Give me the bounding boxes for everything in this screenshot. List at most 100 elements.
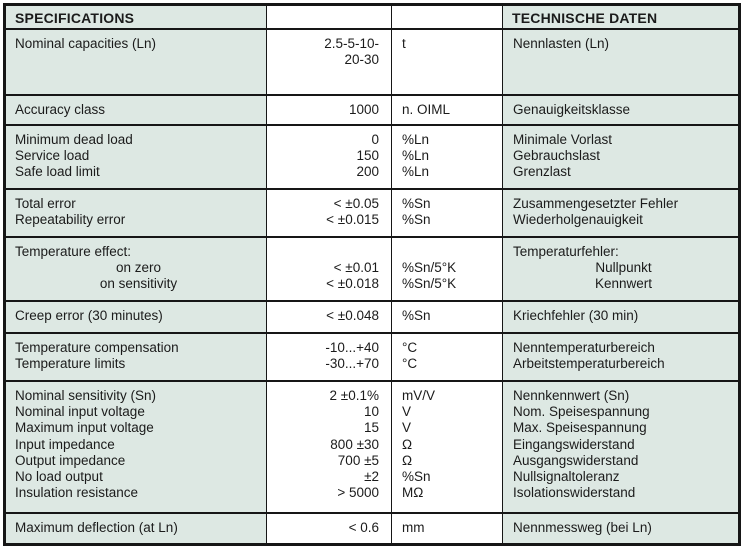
spec-label-de-cell: Genauigkeitsklasse [502, 94, 740, 126]
value-cell: < ±0.01 < ±0.018 [266, 236, 392, 302]
cell-line: Gebrauchslast [513, 148, 601, 164]
spec-label-de-cell: Kriechfehler (30 min) [502, 300, 740, 334]
cell-line: %Sn [402, 468, 431, 484]
table-row: Maximum deflection (at Ln) < 0.6 mm Nennmes… [4, 512, 740, 545]
cell-line: mm [402, 520, 425, 535]
unit-cell: %Ln %Ln %Ln [391, 124, 503, 190]
table-row: Creep error (30 minutes) < ±0.048 %Sn Kriec… [4, 300, 740, 334]
table-row: Total error Repeatability error < ±0.05 < ±… [4, 188, 740, 238]
value-cell: < ±0.05 < ±0.015 [266, 188, 392, 238]
spec-label-de-cell: Zusammengesetzter Fehler Wiederholgenauig… [502, 188, 740, 238]
cell-line: Maximum deflection (at Ln) [15, 520, 178, 535]
cell-line: < ±0.05 [333, 196, 379, 211]
cell-line: 20-30 [344, 52, 379, 68]
cell-line: Isolationswiderstand [513, 485, 636, 501]
cell-line: Temperature compensation [15, 340, 179, 355]
unit-cell: %Sn %Sn [391, 188, 503, 238]
cell-line: Nullsignaltoleranz [513, 468, 620, 484]
cell-line: Genauigkeitsklasse [513, 102, 631, 117]
cell-line: on zero [115, 260, 162, 276]
cell-line: Ω [402, 436, 413, 452]
cell-line: Temperature limits [15, 356, 126, 372]
value-cell: 2 ±0.1% 10 15 800 ±30 700 ±5 ±2 > 5000 [266, 380, 392, 514]
cell-line: 10 [363, 404, 379, 420]
cell-line: Ausgangswiderstand [513, 452, 639, 468]
cell-line: Total error [15, 196, 76, 211]
value-cell: < ±0.048 [266, 300, 392, 334]
cell-line: Service load [15, 148, 90, 164]
value-cell: 1000 [266, 94, 392, 126]
cell-line: Nennkennwert (Sn) [513, 388, 630, 403]
cell-line: V [402, 404, 412, 420]
cell-line: Max. Speisespannung [513, 420, 647, 436]
cell-line: Kriechfehler (30 min) [513, 308, 639, 323]
cell-line: t [402, 36, 406, 51]
spec-label-en-cell: Accuracy class [4, 94, 267, 126]
cell-line: < ±0.048 [326, 308, 379, 323]
table-row: Temperature compensation Temperature limi… [4, 332, 740, 382]
cell-line: < ±0.015 [326, 212, 379, 228]
cell-line: Nominal input voltage [15, 404, 145, 420]
spec-label-de-cell: Nennkennwert (Sn) Nom. Speisespannung Max.… [502, 380, 740, 514]
cell-line: %Sn [402, 196, 431, 211]
spec-label-de-cell: Nennlasten (Ln) [502, 28, 740, 96]
cell-line: Creep error (30 minutes) [15, 308, 163, 323]
cell-line: Nennlasten (Ln) [513, 36, 610, 51]
cell-line: Zusammengesetzter Fehler [513, 196, 679, 211]
cell-line: Safe load limit [15, 164, 100, 180]
header-technische-daten: TECHNISCHE DATEN [502, 3, 740, 30]
cell-line: V [402, 420, 412, 436]
cell-line: Minimale Vorlast [513, 132, 613, 147]
cell-line: Nullpunkt [595, 260, 652, 276]
spec-label-en-cell: Nominal sensitivity (Sn) Nominal input vo… [4, 380, 267, 514]
cell-line: on sensitivity [99, 276, 178, 292]
header-specifications: SPECIFICATIONS [4, 3, 267, 30]
cell-line: mV/V [402, 388, 436, 403]
cell-line: %Ln [402, 132, 430, 147]
header-unit-column-blank [391, 3, 503, 30]
unit-cell: mm [391, 512, 503, 545]
cell-line: Arbeitstemperaturbereich [513, 356, 665, 372]
table-row: Accuracy class 1000 n. OIML Genauigkeitskla… [4, 94, 740, 126]
cell-line: Minimum dead load [15, 132, 133, 147]
cell-line [402, 52, 498, 68]
spec-label-en-cell: Nominal capacities (Ln) [4, 28, 267, 96]
cell-line: Kennwert [594, 276, 653, 292]
spec-label-en-cell: Minimum dead load Service load Safe load l… [4, 124, 267, 190]
value-cell: 0 150 200 [266, 124, 392, 190]
cell-line: 700 ±5 [337, 452, 379, 468]
unit-cell: t [391, 28, 503, 96]
spec-label-de-cell: Minimale Vorlast Gebrauchslast Grenzlast [502, 124, 740, 190]
table-row: Nominal capacities (Ln) 2.5-5-10- 20-30 t Ne… [4, 28, 740, 96]
spec-label-en-cell: Maximum deflection (at Ln) [4, 512, 267, 545]
table-row: Nominal sensitivity (Sn) Nominal input vo… [4, 380, 740, 514]
cell-line: %Sn [402, 308, 431, 323]
cell-line: No load output [15, 468, 103, 484]
cell-line: < ±0.018 [326, 276, 379, 292]
value-cell: < 0.6 [266, 512, 392, 545]
cell-line: Input impedance [15, 436, 115, 452]
cell-line: Eingangswiderstand [513, 436, 635, 452]
spec-label-en-cell: Temperature effect: on zero on sensitivity [4, 236, 267, 302]
cell-line: 200 [356, 164, 379, 180]
table-row: Temperature effect: on zero on sensitivity… [4, 236, 740, 302]
cell-line: %Sn [402, 212, 431, 228]
cell-line: > 5000 [337, 485, 379, 501]
spec-label-de-cell: Nenntemperaturbereich Arbeitstemperaturbe… [502, 332, 740, 382]
cell-line: < ±0.01 [333, 260, 379, 276]
header-value-column-blank [266, 3, 392, 30]
cell-line: Ω [402, 452, 413, 468]
unit-cell: %Sn/5°K %Sn/5°K [391, 236, 503, 302]
cell-line: %Sn/5°K [402, 276, 457, 292]
spec-label-de-cell: Nennmessweg (bei Ln) [502, 512, 740, 545]
cell-line: °C [402, 356, 418, 372]
value-cell: 2.5-5-10- 20-30 [266, 28, 392, 96]
cell-line: 150 [356, 148, 379, 164]
cell-line: Temperature effect: [15, 244, 132, 259]
cell-line: Nominal capacities (Ln) [15, 36, 157, 51]
spec-label-en-cell: Temperature compensation Temperature limi… [4, 332, 267, 382]
cell-line: %Ln [402, 164, 430, 180]
unit-cell: %Sn [391, 300, 503, 334]
spec-table-body: Nominal capacities (Ln) 2.5-5-10- 20-30 t Ne… [4, 28, 740, 545]
